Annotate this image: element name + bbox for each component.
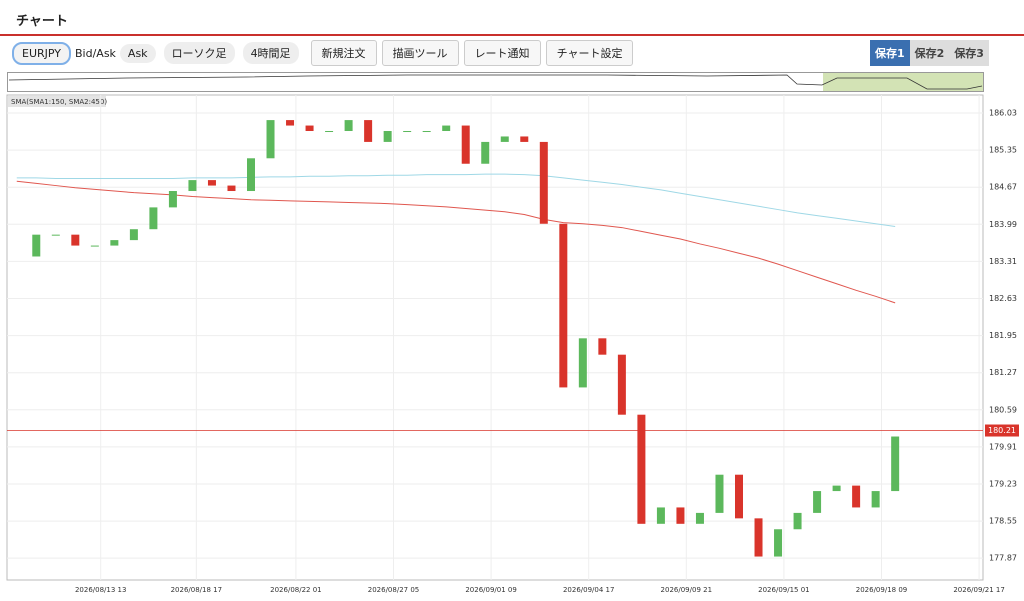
button[interactable]: レート通知: [463, 40, 541, 66]
candle: [461, 125, 470, 164]
candle: [71, 234, 80, 246]
candle: [715, 474, 724, 513]
candle: [325, 131, 334, 133]
y-tick-label: 181.95: [989, 331, 1017, 340]
x-tick-label: 2026/08/18 17: [171, 586, 222, 594]
y-tick-label: 182.63: [989, 294, 1017, 303]
candle: [481, 141, 490, 164]
x-tick-label: 2026/09/18 09: [856, 586, 907, 594]
y-tick-label: 185.35: [989, 146, 1017, 155]
side-select[interactable]: Ask: [119, 43, 156, 63]
candle: [149, 207, 158, 230]
candle: [168, 191, 177, 208]
candle: [344, 120, 353, 132]
last-price-label: 180.21: [988, 426, 1016, 435]
candle: [832, 485, 841, 492]
y-tick-label: 180.59: [989, 405, 1017, 414]
y-tick-label: 181.27: [989, 368, 1017, 377]
sma-line: [16, 173, 896, 227]
y-tick-label: 179.23: [989, 479, 1017, 488]
candle: [32, 234, 41, 257]
candle: [676, 507, 685, 524]
symbol-select[interactable]: EURJPY: [12, 41, 71, 65]
x-tick-label: 2026/09/04 17: [563, 586, 614, 594]
candle: [188, 180, 197, 192]
candle: [852, 485, 861, 508]
candle: [735, 474, 743, 519]
candle: [383, 131, 392, 142]
candle: [559, 223, 568, 388]
candle: [754, 518, 763, 557]
candle: [247, 158, 255, 192]
timeframe-select[interactable]: 4時間足: [242, 42, 299, 64]
candle: [617, 354, 626, 415]
x-tick-label: 2026/08/22 01: [270, 586, 321, 594]
candle: [695, 512, 704, 524]
x-tick-label: 2026/09/09 21: [661, 586, 712, 594]
y-tick-label: 186.03: [989, 109, 1017, 118]
save-tab[interactable]: 保存3: [949, 40, 989, 66]
x-tick-label: 2026/09/15 01: [758, 586, 809, 594]
indicator-label: SMA(SMA1:150, SMA2:450): [11, 98, 107, 106]
candle: [539, 141, 548, 224]
save-tab[interactable]: 保存1: [870, 40, 910, 66]
candle: [500, 136, 509, 142]
button[interactable]: チャート設定: [545, 40, 634, 66]
x-tick-label: 2026/09/21 17: [953, 586, 1004, 594]
candle: [422, 131, 431, 133]
y-tick-label: 184.67: [989, 183, 1017, 192]
candle: [403, 131, 412, 133]
sma-line: [16, 180, 896, 304]
candle: [90, 245, 99, 247]
save-tab[interactable]: 保存2: [909, 40, 950, 66]
style-select[interactable]: ローソク足: [163, 42, 235, 64]
candle: [129, 229, 138, 241]
candle: [442, 125, 451, 132]
button[interactable]: 描画ツール: [381, 40, 459, 66]
button[interactable]: 新規注文: [310, 40, 377, 66]
candle: [813, 491, 822, 513]
candle: [871, 491, 880, 508]
candle: [793, 512, 802, 530]
header-title: チャート: [16, 14, 68, 29]
candle: [578, 338, 587, 388]
last-price-tag: [985, 424, 1019, 437]
candle: [51, 234, 60, 236]
candle: [364, 120, 373, 142]
candle: [266, 120, 275, 159]
x-tick-label: 2026/09/01 09: [465, 586, 516, 594]
y-tick-label: 183.31: [989, 257, 1017, 266]
header: チャート: [0, 0, 1024, 36]
candle: [207, 180, 216, 186]
candle: [520, 136, 529, 142]
candle: [637, 414, 646, 524]
y-tick-label: 183.99: [989, 220, 1017, 229]
candle: [774, 529, 783, 557]
candle: [891, 436, 900, 492]
candle: [598, 338, 607, 355]
candle: [227, 185, 236, 192]
y-tick-label: 178.55: [989, 517, 1017, 526]
x-tick-label: 2026/08/13 13: [75, 586, 126, 594]
candle: [656, 507, 665, 524]
bid-ask-label: Bid/Ask: [75, 46, 116, 60]
x-tick-label: 2026/08/27 05: [368, 586, 419, 594]
navigator: [7, 72, 984, 92]
candle: [305, 125, 314, 132]
y-tick-label: 179.91: [989, 442, 1017, 451]
candle: [286, 120, 295, 126]
candle: [110, 240, 119, 246]
y-tick-label: 177.87: [989, 554, 1017, 563]
